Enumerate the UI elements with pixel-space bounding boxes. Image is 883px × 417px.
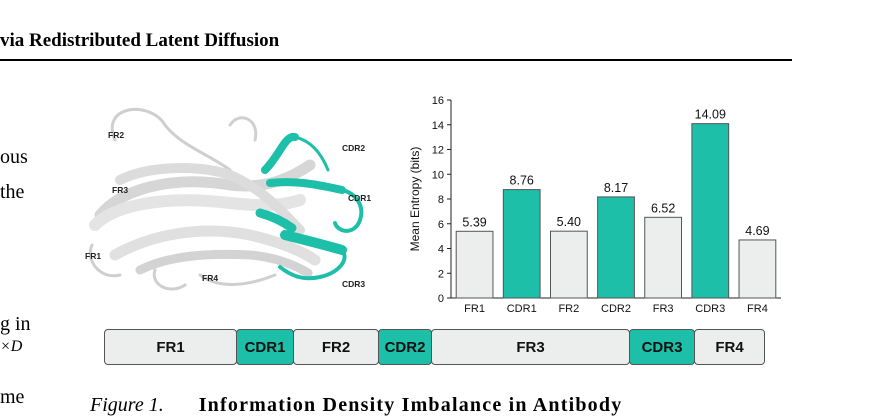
sequence-segment-cdr1: CDR1 bbox=[236, 329, 294, 365]
x-tick-label: CDR2 bbox=[601, 303, 631, 315]
bar-fr1 bbox=[455, 230, 494, 299]
structure-label-cdr2: CDR2 bbox=[342, 143, 365, 153]
sequence-segment-fr1: FR1 bbox=[104, 329, 237, 365]
body-text-fragment: g in bbox=[0, 313, 31, 335]
sequence-segment-cdr3: CDR3 bbox=[629, 329, 695, 365]
y-tick-label: 8 bbox=[438, 194, 444, 206]
x-tick-label: FR4 bbox=[747, 303, 768, 315]
body-text-fragment: me bbox=[0, 386, 25, 408]
y-axis-label: Mean Entropy (bits) bbox=[408, 147, 422, 252]
bar-fr2 bbox=[549, 230, 588, 299]
bar-cdr2 bbox=[597, 196, 635, 299]
y-tick-label: 2 bbox=[438, 268, 444, 280]
structure-label-cdr1: CDR1 bbox=[348, 193, 371, 203]
bar-cdr1 bbox=[502, 189, 541, 299]
bar-value-label: 5.39 bbox=[462, 215, 486, 229]
structure-label-fr1: FR1 bbox=[85, 251, 101, 261]
y-tick-label: 14 bbox=[432, 120, 444, 132]
figure-caption: Figure 1. Information Density Imbalance … bbox=[90, 394, 622, 417]
bar-value-label: 8.17 bbox=[604, 181, 628, 195]
bar-cdr3 bbox=[691, 123, 730, 299]
structure-label-fr4: FR4 bbox=[202, 273, 218, 283]
caption-title: Information Density Imbalance in Antibod… bbox=[198, 394, 623, 416]
entropy-bar-chart: Mean Entropy (bits) 0 2 4 6 8 10 12 14 16 FR1 CDR… bbox=[408, 95, 781, 315]
y-tick-label: 6 bbox=[438, 219, 444, 231]
bar-fr4 bbox=[738, 239, 777, 299]
x-tick-label: FR2 bbox=[558, 303, 579, 315]
x-tick-label: FR1 bbox=[464, 303, 485, 315]
sequence-region-bar: FR1 CDR1 FR2 CDR2 FR3 CDR3 FR4 bbox=[104, 329, 771, 365]
structure-label-cdr3: CDR3 bbox=[342, 279, 365, 289]
math-fragment: ×D bbox=[0, 338, 23, 355]
x-tick-label: FR3 bbox=[653, 303, 674, 315]
body-text-fragment: the bbox=[0, 181, 25, 203]
body-text-fragment: ous bbox=[0, 146, 28, 168]
y-tick-label: 4 bbox=[438, 244, 444, 256]
sequence-segment-fr4: FR4 bbox=[694, 329, 765, 365]
sequence-segment-fr3: FR3 bbox=[431, 329, 630, 365]
sequence-segment-fr2: FR2 bbox=[293, 329, 379, 365]
bar-value-label: 4.69 bbox=[745, 224, 769, 238]
structure-label-fr2: FR2 bbox=[108, 130, 124, 140]
bar-value-label: 8.76 bbox=[510, 174, 534, 188]
y-tick-label: 0 bbox=[438, 293, 444, 305]
caption-label: Figure 1. bbox=[90, 394, 164, 416]
y-tick-label: 16 bbox=[432, 95, 444, 107]
bar-value-label: 5.40 bbox=[557, 215, 581, 229]
header-rule bbox=[0, 59, 792, 61]
x-tick-label: CDR1 bbox=[507, 303, 537, 315]
bar-fr3 bbox=[644, 216, 683, 299]
antibody-structure-illustration: FR2 FR3 FR1 FR4 CDR2 CDR1 CDR3 bbox=[85, 108, 371, 291]
y-tick-label: 10 bbox=[432, 169, 444, 181]
running-header-title: via Redistributed Latent Diffusion bbox=[0, 30, 280, 51]
sequence-segment-cdr2: CDR2 bbox=[378, 329, 432, 365]
bar-value-label: 14.09 bbox=[695, 108, 726, 122]
x-tick-label: CDR3 bbox=[695, 303, 725, 315]
bar-value-label: 6.52 bbox=[651, 201, 675, 215]
y-tick-label: 12 bbox=[432, 145, 444, 157]
structure-label-fr3: FR3 bbox=[112, 185, 128, 195]
